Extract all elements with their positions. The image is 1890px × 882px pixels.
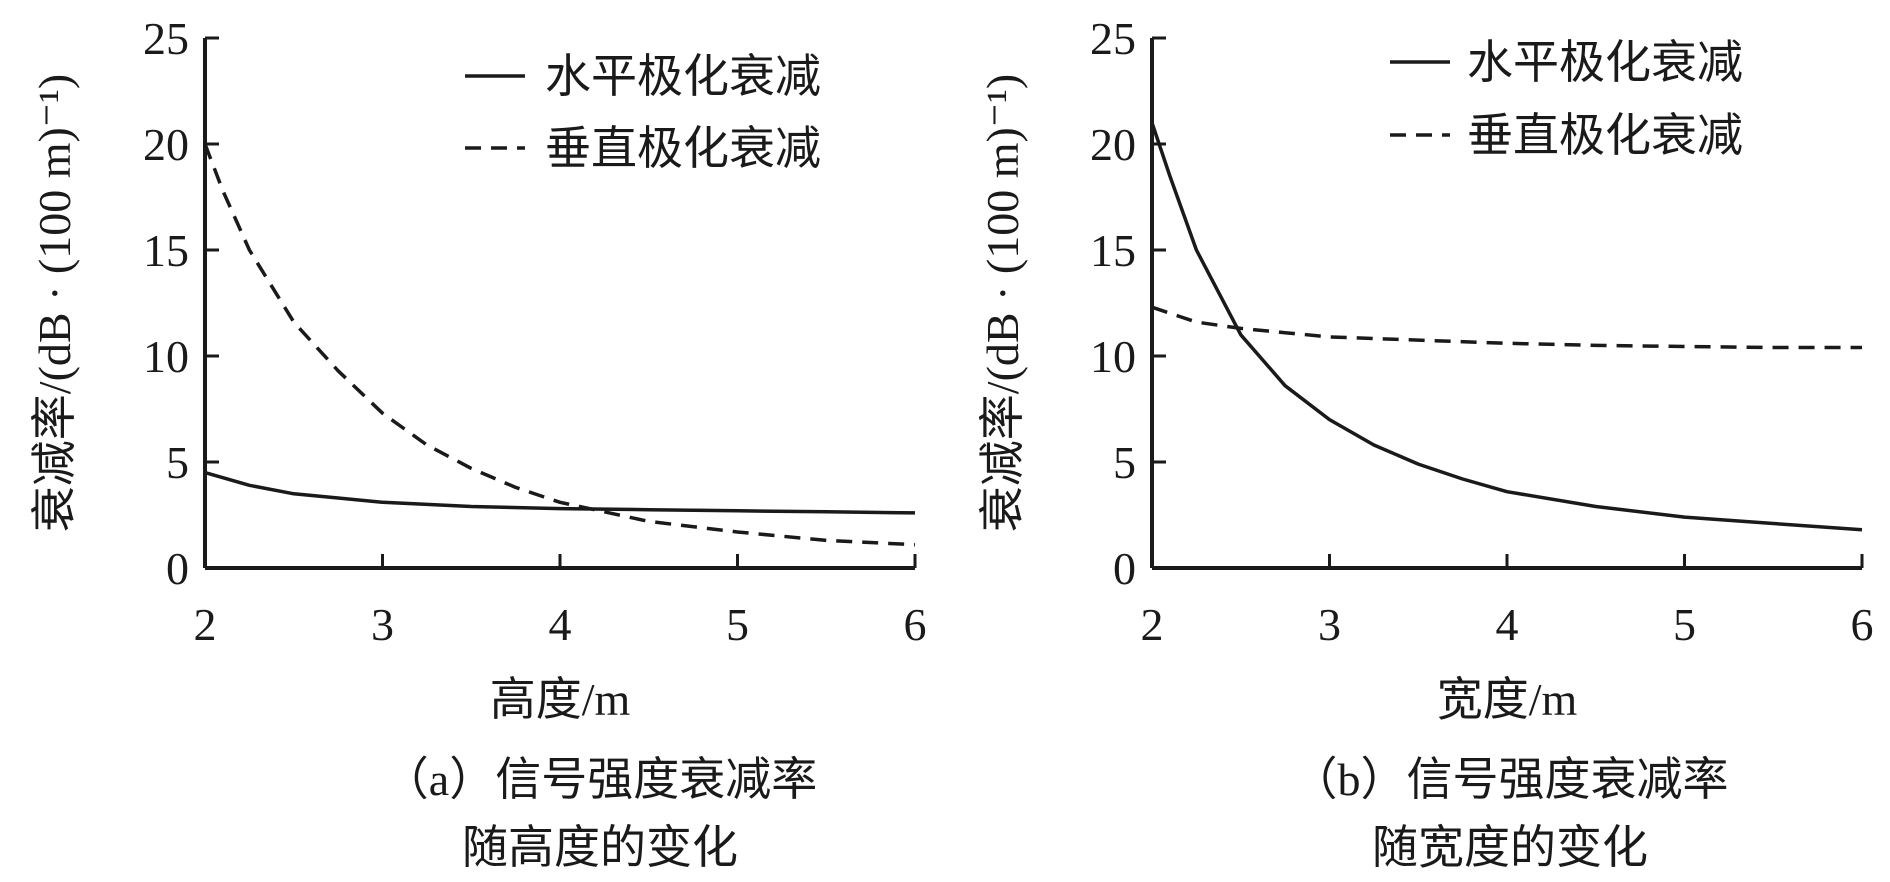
legend-label: 垂直极化衰减 — [1467, 110, 1743, 161]
y-tick-label: 25 — [1090, 13, 1136, 64]
chart-caption-line: 随高度的变化 — [462, 822, 738, 873]
chart-caption-line: 随宽度的变化 — [1372, 822, 1648, 873]
legend-label: 水平极化衰减 — [545, 51, 821, 102]
y-tick-label: 20 — [143, 119, 189, 170]
y-axis-label: 衰减率/(dB · (100 m)⁻¹) — [977, 74, 1028, 532]
x-tick-label: 2 — [1141, 599, 1164, 650]
x-tick-label: 5 — [726, 599, 749, 650]
y-axis-label: 衰减率/(dB · (100 m)⁻¹) — [29, 74, 80, 532]
series-line-vertical — [1151, 305, 1862, 350]
x-tick-label: 3 — [371, 599, 394, 650]
series-line-horizontal — [1150, 122, 1863, 532]
y-tick-label: 25 — [143, 13, 189, 64]
x-tick-label: 4 — [1496, 599, 1519, 650]
chart-a: 0 5 10 15 20 25 2 3 4 5 6 高度/m 衰减率/(dB · (100 m)⁻¹) 水… — [29, 13, 927, 873]
y-tick-label: 5 — [1113, 437, 1136, 488]
y-tick-label: 20 — [1090, 119, 1136, 170]
y-tick-label: 0 — [166, 543, 189, 594]
x-axis-label: 宽度/m — [1437, 674, 1578, 725]
x-tick-label: 6 — [904, 599, 927, 650]
x-axis-label: 高度/m — [490, 674, 631, 725]
series-line-vertical — [203, 143, 916, 547]
y-tick-label: 15 — [143, 225, 189, 276]
legend-label: 垂直极化衰减 — [545, 123, 821, 174]
x-tick-label: 3 — [1318, 599, 1341, 650]
y-tick-label: 5 — [166, 437, 189, 488]
x-tick-label: 2 — [194, 599, 217, 650]
x-tick-label: 4 — [549, 599, 572, 650]
chart-caption-line: （a）信号强度衰减率 — [383, 754, 817, 805]
series-line-horizontal — [204, 470, 916, 515]
y-tick-label: 0 — [1113, 543, 1136, 594]
x-tick-label: 5 — [1673, 599, 1696, 650]
chart-b: 0 5 10 15 20 25 2 3 4 5 6 宽度/m 衰减率/(dB · (100 m)⁻¹) 水… — [977, 13, 1874, 873]
y-tick-label: 10 — [143, 331, 189, 382]
y-tick-label: 15 — [1090, 225, 1136, 276]
chart-caption-line: （b）信号强度衰减率 — [1292, 754, 1729, 805]
legend-label: 水平极化衰减 — [1467, 37, 1743, 88]
x-tick-label: 6 — [1851, 599, 1874, 650]
y-tick-label: 10 — [1090, 331, 1136, 382]
